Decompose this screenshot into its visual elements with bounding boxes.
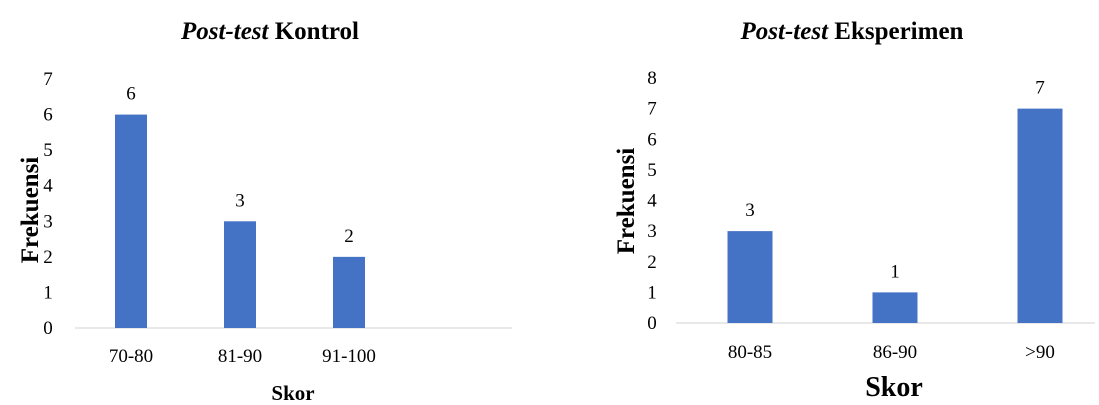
x-tick-label: 70-80 — [109, 346, 153, 367]
y-tick-label: 5 — [647, 160, 657, 181]
chart-svg-eksperimen: Post-test Eksperimen Frekuensi Skor 0 1 2 3… — [613, 18, 1095, 403]
x-tick-label: >90 — [1025, 342, 1055, 363]
y-tick-label: 1 — [647, 282, 657, 303]
x-tick-label: 81-90 — [218, 346, 262, 367]
y-axis-label: Frekuensi — [17, 157, 44, 264]
y-tick-label: 8 — [647, 68, 657, 89]
chart-title: Post-test Eksperimen — [740, 18, 964, 45]
y-tick-label: 3 — [43, 211, 53, 232]
bar — [115, 114, 147, 328]
chart-title-italic: Post-test — [740, 18, 830, 45]
x-tick-label: 80-85 — [728, 342, 772, 363]
y-tick-label: 4 — [647, 191, 657, 212]
plot-area: 0 1 2 3 4 5 6 7 8 3 80-85 1 86-90 7 >90 — [647, 68, 1063, 363]
data-label: 3 — [235, 190, 245, 211]
y-tick-label: 4 — [43, 176, 53, 197]
data-label: 2 — [344, 226, 354, 247]
x-axis-label: Skor — [271, 381, 314, 405]
y-tick-label: 0 — [647, 313, 657, 334]
y-tick-label: 6 — [647, 129, 657, 150]
bar — [727, 231, 773, 323]
chart-svg-kontrol: Post-test Kontrol Frekuensi Skor 0 1 2 3 4 5 6… — [17, 18, 512, 405]
bar — [333, 256, 365, 328]
data-label: 7 — [1035, 78, 1045, 99]
y-tick-label: 1 — [43, 282, 53, 303]
x-tick-label: 91-100 — [322, 346, 376, 367]
plot-area: 0 1 2 3 4 5 6 7 6 70-80 3 81-90 2 91-100 — [43, 69, 376, 367]
data-label: 3 — [745, 200, 755, 221]
x-tick-label: 86-90 — [873, 342, 917, 363]
x-axis-label: Skor — [865, 372, 923, 403]
y-tick-label: 6 — [43, 105, 53, 126]
y-tick-label: 2 — [43, 247, 53, 268]
y-tick-label: 2 — [647, 252, 657, 273]
data-label: 6 — [126, 84, 136, 105]
bar — [224, 221, 256, 328]
y-tick-label: 7 — [647, 99, 657, 120]
y-tick-label: 3 — [647, 221, 657, 242]
data-label: 1 — [890, 261, 900, 282]
chart-title-rest: Eksperimen — [834, 18, 963, 45]
chart-post-test-eksperimen: Post-test Eksperimen Frekuensi Skor 0 1 2 3… — [600, 0, 1099, 405]
y-tick-label: 7 — [43, 69, 53, 90]
chart-post-test-kontrol: Post-test Kontrol Frekuensi Skor 0 1 2 3 4 5 6… — [0, 0, 540, 405]
bar — [1017, 108, 1063, 323]
y-axis-label: Frekuensi — [613, 148, 640, 255]
y-tick-label: 0 — [43, 318, 53, 339]
chart-title-italic: Post-test — [180, 18, 270, 45]
chart-title-rest: Kontrol — [275, 18, 359, 45]
y-tick-label: 5 — [43, 140, 53, 161]
bar — [872, 292, 918, 323]
chart-title: Post-test Kontrol — [180, 18, 359, 45]
